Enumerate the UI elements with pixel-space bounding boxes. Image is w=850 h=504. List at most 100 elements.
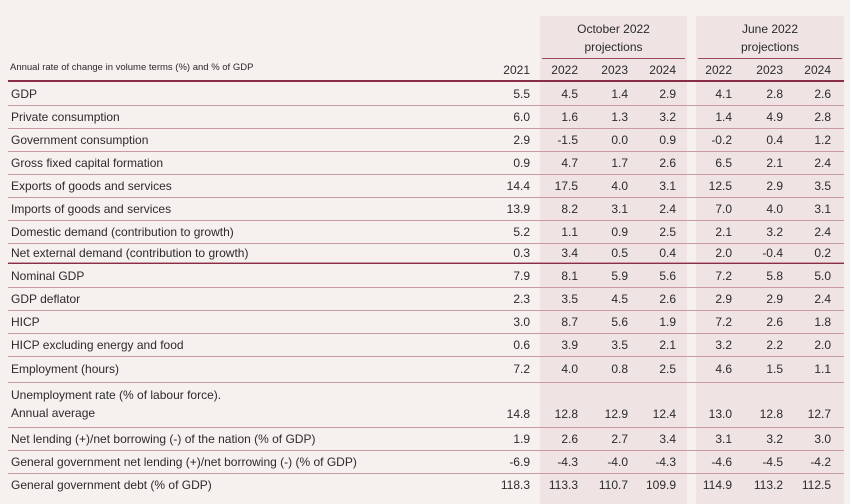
row-label: Exports of goods and services bbox=[11, 179, 172, 193]
cell-value: 1.1 bbox=[814, 362, 831, 376]
cell-value: 2.1 bbox=[715, 225, 732, 239]
cell-value: 109.9 bbox=[645, 478, 676, 492]
cell-value: 3.1 bbox=[715, 432, 732, 446]
october-group-title: October 2022 bbox=[577, 22, 650, 36]
cell-value: 1.1 bbox=[561, 225, 578, 239]
cell-value: 2.3 bbox=[513, 292, 530, 306]
section-rule bbox=[8, 262, 844, 264]
cell-value: 0.3 bbox=[513, 246, 530, 260]
cell-value: 2.9 bbox=[715, 292, 732, 306]
cell-value: 2.2 bbox=[766, 338, 783, 352]
cell-value: 2.9 bbox=[513, 133, 530, 147]
table-row: Nominal GDP 7.9 8.1 5.9 5.6 7.2 5.8 5.0 bbox=[8, 264, 844, 288]
cell-value: 3.9 bbox=[561, 338, 578, 352]
cell-value: 2.6 bbox=[766, 315, 783, 329]
row-label-line2: Annual average bbox=[11, 406, 96, 420]
cell-value: 2.1 bbox=[659, 338, 676, 352]
row-label: Nominal GDP bbox=[11, 269, 85, 283]
table-row: Net lending (+)/net borrowing (-) of the… bbox=[8, 427, 844, 451]
cell-value: 5.5 bbox=[513, 87, 530, 101]
cell-value: 5.6 bbox=[611, 315, 628, 329]
cell-value: 2.8 bbox=[814, 110, 831, 124]
cell-value: 0.4 bbox=[659, 246, 676, 260]
cell-value: 0.5 bbox=[611, 246, 628, 260]
cell-value: 3.4 bbox=[561, 246, 578, 260]
october-projections-shading bbox=[540, 16, 687, 504]
table-row: Private consumption 6.0 1.6 1.3 3.2 1.4 4.9 2.8 bbox=[8, 105, 844, 129]
cell-value: 7.2 bbox=[715, 315, 732, 329]
cell-value: 5.0 bbox=[814, 269, 831, 283]
cell-value: 5.8 bbox=[766, 269, 783, 283]
cell-value: -4.3 bbox=[557, 455, 578, 469]
cell-value: 12.4 bbox=[652, 407, 676, 421]
cell-value: 3.1 bbox=[611, 202, 628, 216]
row-label: Employment (hours) bbox=[11, 362, 120, 376]
cell-value: 3.2 bbox=[715, 338, 732, 352]
cell-value: 4.0 bbox=[766, 202, 783, 216]
cell-value: 3.2 bbox=[659, 110, 676, 124]
cell-value: 3.5 bbox=[561, 292, 578, 306]
cell-value: 118.3 bbox=[500, 478, 530, 492]
cell-value: 4.0 bbox=[611, 179, 628, 193]
cell-value: 6.5 bbox=[715, 156, 732, 170]
cell-value: 2.1 bbox=[766, 156, 783, 170]
cell-value: 2.0 bbox=[814, 338, 831, 352]
cell-value: 14.8 bbox=[506, 407, 530, 421]
cell-value: 14.4 bbox=[506, 179, 530, 193]
cell-value: 110.7 bbox=[598, 478, 628, 492]
row-label: Private consumption bbox=[11, 110, 120, 124]
june-group-title: June 2022 bbox=[741, 22, 799, 36]
table-row: Imports of goods and services 13.9 8.2 3.1 2… bbox=[8, 197, 844, 221]
cell-value: 2.4 bbox=[659, 202, 676, 216]
june-group-subtitle: projections bbox=[698, 38, 842, 59]
cell-value: 1.2 bbox=[814, 133, 831, 147]
cell-value: 13.0 bbox=[708, 407, 732, 421]
cell-value: -0.2 bbox=[711, 133, 732, 147]
cell-value: 2.4 bbox=[814, 156, 831, 170]
row-label: Net external demand (contribution to gro… bbox=[11, 246, 249, 260]
cell-value: 0.6 bbox=[513, 338, 530, 352]
row-label: GDP deflator bbox=[11, 292, 81, 306]
table-row: Domestic demand (contribution to growth)… bbox=[8, 220, 844, 244]
cell-value: 3.2 bbox=[766, 225, 783, 239]
row-label: HICP excluding energy and food bbox=[11, 338, 184, 352]
cell-value: 8.2 bbox=[561, 202, 578, 216]
row-label: Net lending (+)/net borrowing (-) of the… bbox=[11, 432, 316, 446]
cell-value: 3.1 bbox=[814, 202, 831, 216]
cell-value: 6.0 bbox=[513, 110, 530, 124]
june-projections-shading bbox=[696, 16, 844, 504]
cell-value: 2.9 bbox=[766, 292, 783, 306]
cell-value: 113.3 bbox=[548, 478, 578, 492]
cell-value: 12.9 bbox=[604, 407, 628, 421]
table-row: HICP excluding energy and food 0.6 3.9 3.5 2… bbox=[8, 333, 844, 357]
cell-value: 1.8 bbox=[814, 315, 831, 329]
table-row: Exports of goods and services 14.4 17.5 4.0… bbox=[8, 174, 844, 198]
table-row: General government debt (% of GDP) 118.3 1… bbox=[8, 473, 844, 496]
cell-value: 2.5 bbox=[659, 362, 676, 376]
cell-value: 1.5 bbox=[766, 362, 783, 376]
cell-value: 13.9 bbox=[506, 202, 530, 216]
cell-value: 1.4 bbox=[715, 110, 732, 124]
cell-value: -4.3 bbox=[655, 455, 676, 469]
cell-value: 7.0 bbox=[715, 202, 732, 216]
cell-value: 3.5 bbox=[814, 179, 831, 193]
year-oct-2024: 2024 bbox=[649, 63, 676, 77]
table-row: GDP 5.5 4.5 1.4 2.9 4.1 2.8 2.6 bbox=[8, 82, 844, 106]
row-label: General government debt (% of GDP) bbox=[11, 478, 212, 492]
cell-value: 17.5 bbox=[554, 179, 578, 193]
cell-value: 12.5 bbox=[708, 179, 732, 193]
cell-value: 2.9 bbox=[659, 87, 676, 101]
cell-value: 2.9 bbox=[766, 179, 783, 193]
cell-value: 1.9 bbox=[659, 315, 676, 329]
cell-value: 0.8 bbox=[611, 362, 628, 376]
row-label: Unemployment rate (% of labour force). bbox=[11, 388, 222, 402]
cell-value: 0.9 bbox=[513, 156, 530, 170]
year-jun-2024: 2024 bbox=[804, 63, 831, 77]
cell-value: 5.6 bbox=[659, 269, 676, 283]
table-row: Net external demand (contribution to gro… bbox=[8, 243, 844, 263]
cell-value: 12.8 bbox=[554, 407, 578, 421]
cell-value: 2.6 bbox=[814, 87, 831, 101]
cell-value: 1.4 bbox=[611, 87, 628, 101]
table-row: General government net lending (+)/net b… bbox=[8, 450, 844, 474]
row-label: Government consumption bbox=[11, 133, 149, 147]
